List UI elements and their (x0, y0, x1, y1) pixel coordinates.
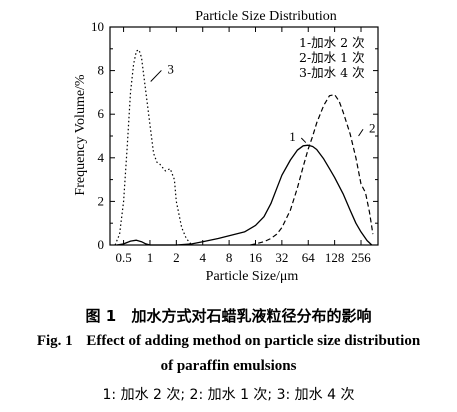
y-axis-label: Frequency Volume/% (73, 74, 88, 196)
x-tick-label: 8 (226, 250, 233, 265)
caption-en-text-1: Effect of adding method on particle size… (86, 333, 421, 349)
x-tick-label: 0.5 (115, 250, 131, 265)
annotation-label: 2 (369, 120, 376, 135)
y-axis-ticks: 0 2 4 6 8 10 (91, 19, 378, 252)
caption-en-number: Fig. 1 (36, 333, 73, 349)
caption-en-text-2: of paraffin emulsions (160, 358, 297, 374)
caption-cn-number: 图 1 (85, 307, 117, 325)
x-axis-ticks: 0.5 1 2 4 8 16 32 64 128 256 (115, 27, 371, 265)
x-tick-label: 32 (275, 250, 288, 265)
x-tick-label: 2 (173, 250, 180, 265)
caption-english-line2: of paraffin emulsions (0, 358, 457, 375)
x-tick-label: 16 (249, 250, 263, 265)
annotation-leader (300, 137, 307, 143)
x-tick-label: 256 (351, 250, 371, 265)
legend-entry: 3-加水 4 次 (299, 65, 365, 80)
annotation-leader (358, 129, 364, 137)
y-tick-label: 4 (98, 150, 105, 165)
particle-size-chart: Particle Size Distribution 0.5 1 2 4 8 16 32 64… (73, 9, 379, 284)
caption-note-text: 1: 加水 2 次; 2: 加水 1 次; 3: 加水 4 次 (102, 387, 355, 403)
legend-entry: 1-加水 2 次 (299, 35, 365, 50)
y-tick-label: 8 (98, 63, 105, 78)
annotation-label: 3 (167, 61, 174, 76)
caption-note: 1: 加水 2 次; 2: 加水 1 次; 3: 加水 4 次 (0, 384, 457, 404)
annotations: 1 2 3 (150, 61, 376, 144)
series-line-1 (116, 144, 373, 246)
caption-english-line1: Fig. 1 Effect of adding method on partic… (0, 333, 457, 350)
series-layer (114, 49, 374, 246)
x-axis-label: Particle Size/μm (206, 269, 299, 284)
x-tick-label: 1 (147, 250, 154, 265)
annotation-leader (150, 70, 162, 82)
x-tick-label: 128 (325, 250, 345, 265)
legend-entry: 2-加水 1 次 (299, 50, 365, 65)
series-line-3 (114, 49, 193, 246)
y-tick-label: 2 (98, 193, 105, 208)
x-tick-label: 64 (302, 250, 316, 265)
y-tick-label: 0 (98, 237, 105, 252)
chart-title: Particle Size Distribution (195, 9, 337, 24)
legend: 1-加水 2 次2-加水 1 次3-加水 4 次 (299, 35, 365, 80)
annotation-label: 1 (289, 129, 296, 144)
caption-chinese: 图 1 加水方式对石蜡乳液粒径分布的影响 (0, 305, 457, 326)
y-tick-label: 10 (91, 19, 104, 34)
series-line-2 (250, 93, 374, 246)
x-tick-label: 4 (199, 250, 206, 265)
y-tick-label: 6 (98, 106, 105, 121)
caption-cn-text: 加水方式对石蜡乳液粒径分布的影响 (131, 307, 372, 325)
